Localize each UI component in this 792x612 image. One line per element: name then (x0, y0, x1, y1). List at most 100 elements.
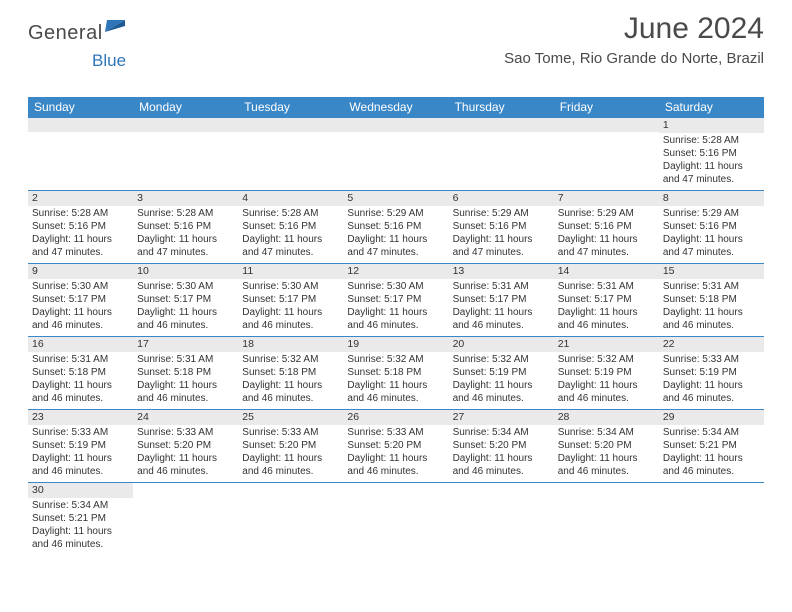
sunset-text: Sunset: 5:20 PM (558, 440, 655, 453)
day-number: 22 (659, 337, 764, 352)
calendar-day: 15 Sunrise: 5:31 AMSunset: 5:18 PMDayligh… (659, 264, 764, 336)
calendar-day: 8Sunrise: 5:29 AMSunset: 5:16 PMDaylight… (659, 191, 764, 263)
weekday-header: Wednesday (343, 97, 448, 118)
calendar-day: 29 Sunrise: 5:34 AMSunset: 5:21 PMDayligh… (659, 410, 764, 482)
calendar-day: 21Sunrise: 5:32 AMSunset: 5:19 PMDayligh… (554, 337, 659, 409)
calendar-day: 16Sunrise: 5:31 AMSunset: 5:18 PMDayligh… (28, 337, 133, 409)
sunrise-text: Sunrise: 5:33 AM (663, 354, 760, 367)
sunrise-text: Sunrise: 5:31 AM (32, 354, 129, 367)
weekday-header-row: SundayMondayTuesdayWednesdayThursdayFrid… (28, 97, 764, 118)
calendar-day: 4Sunrise: 5:28 AMSunset: 5:16 PMDaylight… (238, 191, 343, 263)
calendar-week: 1 Sunrise: 5:28 AMSunset: 5:16 PMDaylight… (28, 118, 764, 191)
daylight-text: Daylight: 11 hours and 46 minutes. (453, 307, 550, 333)
calendar-day: 19Sunrise: 5:32 AMSunset: 5:18 PMDayligh… (343, 337, 448, 409)
daylight-text: Daylight: 11 hours and 46 minutes. (32, 453, 129, 479)
calendar-empty (449, 483, 554, 555)
calendar-week: 23Sunrise: 5:33 AMSunset: 5:19 PMDayligh… (28, 410, 764, 483)
calendar-week: 30Sunrise: 5:34 AMSunset: 5:21 PMDayligh… (28, 483, 764, 555)
sunset-text: Sunset: 5:17 PM (242, 294, 339, 307)
sunrise-text: Sunrise: 5:34 AM (663, 427, 760, 440)
daylight-text: Daylight: 11 hours and 46 minutes. (453, 453, 550, 479)
calendar-empty (238, 483, 343, 555)
calendar-day: 1 Sunrise: 5:28 AMSunset: 5:16 PMDaylight… (659, 118, 764, 190)
day-number: 5 (343, 191, 448, 206)
calendar-day: 24Sunrise: 5:33 AMSunset: 5:20 PMDayligh… (133, 410, 238, 482)
sunset-text: Sunset: 5:18 PM (32, 367, 129, 380)
sunset-text: Sunset: 5:16 PM (663, 148, 760, 161)
sunrise-text: Sunrise: 5:31 AM (453, 281, 550, 294)
day-number: 25 (238, 410, 343, 425)
day-number: 14 (554, 264, 659, 279)
sunset-text: Sunset: 5:21 PM (663, 440, 760, 453)
sunrise-text: Sunrise: 5:31 AM (663, 281, 760, 294)
daylight-text: Daylight: 11 hours and 46 minutes. (558, 453, 655, 479)
day-number: 29 (659, 410, 764, 425)
calendar-day: 25Sunrise: 5:33 AMSunset: 5:20 PMDayligh… (238, 410, 343, 482)
day-number: 11 (238, 264, 343, 279)
sunset-text: Sunset: 5:17 PM (137, 294, 234, 307)
sunset-text: Sunset: 5:19 PM (453, 367, 550, 380)
daylight-text: Daylight: 11 hours and 46 minutes. (663, 307, 760, 333)
weekday-header: Thursday (449, 97, 554, 118)
sunset-text: Sunset: 5:16 PM (453, 221, 550, 234)
day-number: 21 (554, 337, 659, 352)
daylight-text: Daylight: 11 hours and 46 minutes. (663, 453, 760, 479)
sunset-text: Sunset: 5:16 PM (137, 221, 234, 234)
calendar-day: 5Sunrise: 5:29 AMSunset: 5:16 PMDaylight… (343, 191, 448, 263)
day-number: 1 (659, 118, 764, 133)
daylight-text: Daylight: 11 hours and 46 minutes. (137, 380, 234, 406)
flag-icon (105, 18, 127, 39)
sunrise-text: Sunrise: 5:32 AM (558, 354, 655, 367)
calendar-day: 13Sunrise: 5:31 AMSunset: 5:17 PMDayligh… (449, 264, 554, 336)
day-number: 13 (449, 264, 554, 279)
daylight-text: Daylight: 11 hours and 47 minutes. (242, 234, 339, 260)
brand-word1: General (28, 22, 103, 45)
calendar-empty (133, 483, 238, 555)
sunset-text: Sunset: 5:16 PM (663, 221, 760, 234)
sunrise-text: Sunrise: 5:31 AM (137, 354, 234, 367)
sunrise-text: Sunrise: 5:28 AM (137, 208, 234, 221)
day-number: 2 (28, 191, 133, 206)
daylight-text: Daylight: 11 hours and 46 minutes. (32, 307, 129, 333)
daylight-text: Daylight: 11 hours and 46 minutes. (242, 380, 339, 406)
sunrise-text: Sunrise: 5:33 AM (242, 427, 339, 440)
sunset-text: Sunset: 5:20 PM (347, 440, 444, 453)
daylight-text: Daylight: 11 hours and 47 minutes. (663, 234, 760, 260)
sunrise-text: Sunrise: 5:29 AM (453, 208, 550, 221)
daylight-text: Daylight: 11 hours and 46 minutes. (663, 380, 760, 406)
daylight-text: Daylight: 11 hours and 46 minutes. (242, 453, 339, 479)
daylight-text: Daylight: 11 hours and 46 minutes. (137, 307, 234, 333)
sunset-text: Sunset: 5:17 PM (558, 294, 655, 307)
month-title: June 2024 (504, 12, 764, 46)
daylight-text: Daylight: 11 hours and 46 minutes. (32, 526, 129, 552)
calendar-day: 18Sunrise: 5:32 AMSunset: 5:18 PMDayligh… (238, 337, 343, 409)
calendar-day: 17Sunrise: 5:31 AMSunset: 5:18 PMDayligh… (133, 337, 238, 409)
daylight-text: Daylight: 11 hours and 46 minutes. (347, 453, 444, 479)
weekday-header: Friday (554, 97, 659, 118)
calendar-day: 28Sunrise: 5:34 AMSunset: 5:20 PMDayligh… (554, 410, 659, 482)
sunset-text: Sunset: 5:19 PM (32, 440, 129, 453)
daylight-text: Daylight: 11 hours and 46 minutes. (558, 307, 655, 333)
sunrise-text: Sunrise: 5:32 AM (242, 354, 339, 367)
calendar-day: 27Sunrise: 5:34 AMSunset: 5:20 PMDayligh… (449, 410, 554, 482)
daylight-text: Daylight: 11 hours and 47 minutes. (663, 161, 760, 187)
day-number: 18 (238, 337, 343, 352)
daylight-text: Daylight: 11 hours and 46 minutes. (347, 380, 444, 406)
sunrise-text: Sunrise: 5:30 AM (347, 281, 444, 294)
sunrise-text: Sunrise: 5:33 AM (347, 427, 444, 440)
daylight-text: Daylight: 11 hours and 47 minutes. (558, 234, 655, 260)
daylight-text: Daylight: 11 hours and 46 minutes. (242, 307, 339, 333)
day-number: 15 (659, 264, 764, 279)
sunrise-text: Sunrise: 5:30 AM (137, 281, 234, 294)
day-number: 10 (133, 264, 238, 279)
day-number: 17 (133, 337, 238, 352)
calendar-day: 26Sunrise: 5:33 AMSunset: 5:20 PMDayligh… (343, 410, 448, 482)
weekday-header: Monday (133, 97, 238, 118)
sunrise-text: Sunrise: 5:29 AM (663, 208, 760, 221)
day-number: 4 (238, 191, 343, 206)
sunset-text: Sunset: 5:18 PM (663, 294, 760, 307)
sunrise-text: Sunrise: 5:28 AM (663, 135, 760, 148)
day-number: 3 (133, 191, 238, 206)
calendar-empty (28, 118, 133, 190)
calendar-day: 11Sunrise: 5:30 AMSunset: 5:17 PMDayligh… (238, 264, 343, 336)
